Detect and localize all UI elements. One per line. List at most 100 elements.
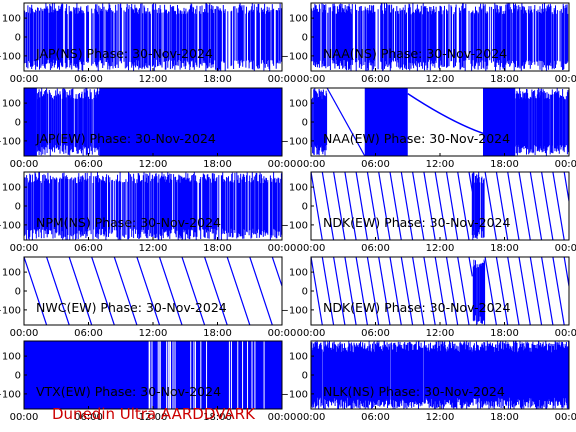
x-tick-label: 06:00	[361, 159, 390, 170]
x-tick-label: 12:00	[426, 159, 455, 170]
x-tick-label: 00:00	[297, 159, 326, 170]
y-tick-label: 100	[2, 99, 21, 110]
x-tick-label: 12:00	[426, 328, 455, 339]
x-tick-label: 00:00	[10, 412, 39, 423]
x-tick-label: 12:00	[426, 412, 455, 423]
y-tick-label: −100	[281, 51, 308, 62]
trace-line	[326, 88, 366, 156]
x-tick-label: 00:00	[297, 74, 326, 85]
y-tick-label: −100	[0, 305, 21, 316]
trace-line	[24, 3, 282, 71]
y-tick-label: 100	[2, 14, 21, 25]
x-tick-label: 00:00	[297, 412, 326, 423]
x-tick-label: 00:00	[297, 328, 326, 339]
chart-panel: 100 0 −100 00:00 06:00 12:00 18:00 00:00 NPM(NS)…	[0, 171, 297, 254]
x-tick-label: 18:00	[203, 243, 232, 254]
chart-title: NDK(EW) Phase: 30-Nov-2024	[323, 215, 511, 230]
x-tick-label: 06:00	[74, 243, 103, 254]
y-tick-label: 100	[2, 268, 21, 279]
y-tick-label: −100	[281, 136, 308, 147]
chart-panel: 100 0 −100 00:00 06:00 12:00 18:00 00:00 JAP(EW)…	[0, 87, 297, 170]
phase-trace	[311, 172, 569, 240]
x-tick-label: 00:00	[555, 74, 576, 85]
x-tick-label: 12:00	[139, 74, 168, 85]
x-tick-label: 06:00	[361, 328, 390, 339]
trace-line	[484, 172, 569, 240]
x-tick-label: 18:00	[203, 328, 232, 339]
trace-line	[484, 257, 569, 325]
chart-panel: 100 0 −100 00:00 06:00 12:00 18:00 00:00 NWC(EW)…	[0, 256, 297, 339]
phase-trace	[311, 257, 569, 325]
x-tick-label: 00:00	[10, 159, 39, 170]
y-tick-label: −100	[0, 389, 21, 400]
y-tick-label: 0	[15, 202, 21, 213]
trace-fill	[24, 88, 37, 156]
x-tick-label: 00:00	[555, 159, 576, 170]
chart-panel: 100 0 −100 00:00 06:00 12:00 18:00 00:00 NDK(EW)…	[281, 171, 576, 254]
y-tick-label: 0	[302, 287, 308, 298]
x-tick-label: 18:00	[490, 159, 519, 170]
x-tick-label: 06:00	[74, 159, 103, 170]
trace-line	[407, 93, 484, 135]
phase-trace	[24, 257, 282, 325]
chart-title: NAA(EW) Phase: 30-Nov-2024	[323, 131, 510, 146]
x-tick-label: 00:00	[268, 243, 297, 254]
x-tick-label: 00:00	[268, 159, 297, 170]
phase-trace	[24, 341, 282, 409]
trace-fill	[24, 341, 282, 409]
y-tick-label: 0	[302, 202, 308, 213]
y-tick-label: 0	[15, 118, 21, 129]
y-tick-label: −100	[281, 305, 308, 316]
x-tick-label: 12:00	[139, 159, 168, 170]
x-tick-label: 18:00	[490, 412, 519, 423]
chart-panel: 100 0 −100 00:00 06:00 12:00 18:00 00:00 NAA(EW)…	[281, 87, 576, 170]
x-tick-label: 06:00	[74, 328, 103, 339]
trace-fill	[99, 88, 282, 156]
trace-line	[311, 172, 473, 240]
x-tick-label: 12:00	[426, 243, 455, 254]
x-tick-label: 18:00	[490, 243, 519, 254]
x-tick-label: 00:00	[297, 243, 326, 254]
x-tick-label: 06:00	[74, 74, 103, 85]
x-tick-label: 00:00	[268, 412, 297, 423]
y-tick-label: 0	[302, 118, 308, 129]
y-tick-label: 0	[15, 287, 21, 298]
trace-fill	[483, 88, 516, 156]
y-tick-label: 100	[289, 268, 308, 279]
x-tick-label: 18:00	[203, 74, 232, 85]
x-tick-label: 18:00	[490, 328, 519, 339]
x-tick-label: 18:00	[203, 412, 232, 423]
y-tick-label: −100	[0, 136, 21, 147]
chart-title: JAP(EW) Phase: 30-Nov-2024	[35, 131, 216, 146]
chart-panel: 100 0 −100 00:00 06:00 12:00 18:00 00:00 NLK(NS)…	[281, 340, 576, 423]
x-tick-label: 12:00	[139, 243, 168, 254]
chart-panel: 100 0 −100 00:00 06:00 12:00 18:00 00:00 NAA(NS)…	[281, 2, 576, 85]
x-tick-label: 00:00	[555, 412, 576, 423]
x-tick-label: 18:00	[203, 159, 232, 170]
phase-trace	[24, 172, 282, 240]
x-tick-label: 00:00	[555, 243, 576, 254]
y-tick-label: −100	[281, 389, 308, 400]
x-tick-label: 00:00	[10, 243, 39, 254]
chart-panel: 100 0 −100 00:00 06:00 12:00 18:00 00:00 VTX(EW)…	[0, 340, 297, 423]
x-tick-label: 06:00	[361, 412, 390, 423]
y-tick-label: 0	[302, 33, 308, 44]
x-tick-label: 00:00	[268, 328, 297, 339]
chart-title: NPM(NS) Phase: 30-Nov-2024	[36, 215, 221, 230]
footer-label: Dunedin Ultra AARDDVARK	[52, 405, 255, 423]
y-tick-label: 100	[2, 183, 21, 194]
trace-line	[471, 172, 485, 240]
trace-line	[515, 88, 569, 156]
chart-title: JAP(NS) Phase: 30-Nov-2024	[35, 46, 213, 61]
y-tick-label: 0	[15, 371, 21, 382]
trace-line	[24, 257, 282, 325]
chart-title: NDK(EW) Phase: 30-Nov-2024	[323, 300, 511, 315]
trace-line	[24, 172, 282, 240]
y-tick-label: −100	[0, 51, 21, 62]
trace-line	[472, 259, 486, 325]
x-tick-label: 00:00	[268, 74, 297, 85]
trace-line	[311, 341, 569, 409]
x-tick-label: 00:00	[555, 328, 576, 339]
chart-title: NLK(NS) Phase: 30-Nov-2024	[323, 384, 505, 399]
